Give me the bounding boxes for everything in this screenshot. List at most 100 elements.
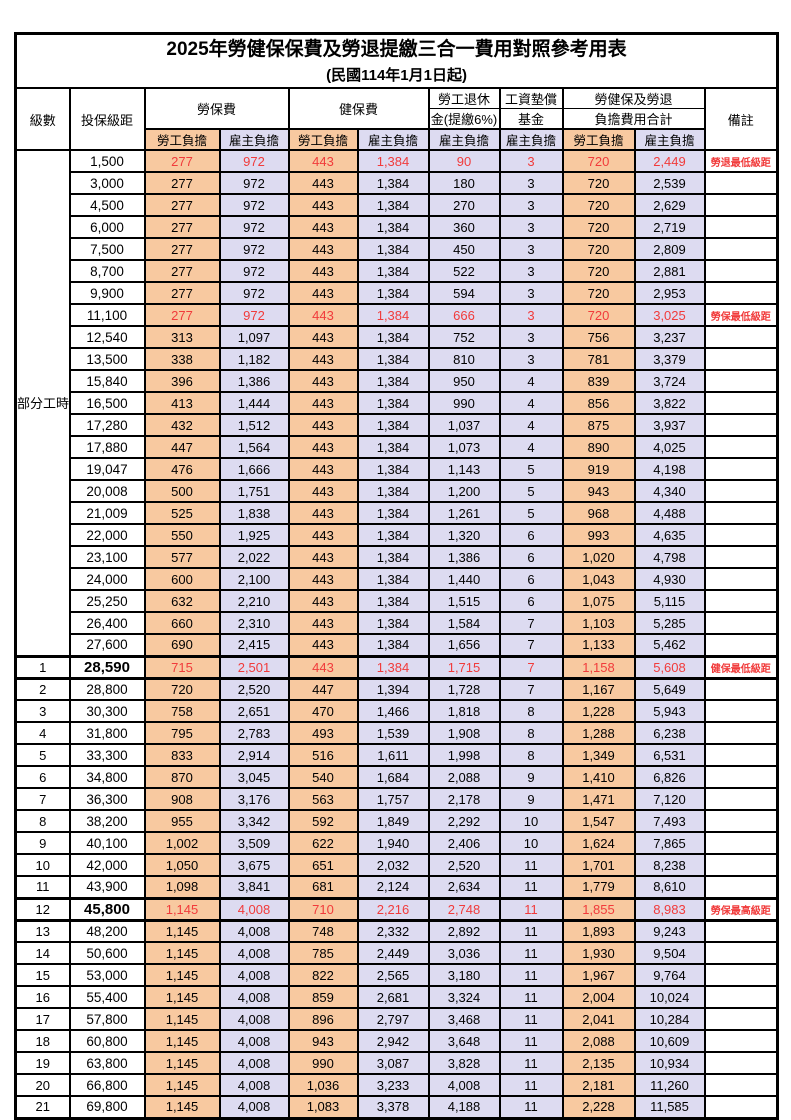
health-employee-cell: 443	[287, 413, 359, 437]
remark-cell	[703, 281, 779, 305]
pension-employer-cell: 3,324	[427, 985, 501, 1009]
labor-employee-cell: 277	[143, 281, 221, 305]
total-employee-cell: 2,181	[561, 1073, 636, 1097]
labor-employer-cell: 1,751	[218, 479, 290, 503]
wage-fund-employer-cell: 6	[498, 567, 564, 591]
table-row: 5 33,300 833 2,914 516 1,611 1,998 8 1,349 6,531	[14, 743, 779, 767]
wage-fund-employer-cell: 8	[498, 699, 564, 723]
health-employee-cell: 563	[287, 787, 359, 811]
labor-employer-cell: 2,022	[218, 545, 290, 569]
labor-employee-cell: 1,145	[143, 1095, 221, 1119]
pension-employer-cell: 450	[427, 237, 501, 261]
total-employer-cell: 10,284	[633, 1007, 706, 1031]
wage-fund-employer-cell: 11	[498, 875, 564, 899]
remark-cell	[703, 1029, 779, 1053]
pension-employer-cell: 3,468	[427, 1007, 501, 1031]
total-employee-cell: 1,410	[561, 765, 636, 789]
header-pension-line2: 金(提繳6%)	[427, 108, 501, 130]
labor-employer-cell: 4,008	[218, 1095, 290, 1119]
remark-cell	[703, 963, 779, 987]
remark-cell	[703, 325, 779, 349]
labor-employee-cell: 476	[143, 457, 221, 481]
remark-cell: 勞保最低級距	[703, 303, 779, 327]
pension-employer-cell: 2,748	[427, 896, 501, 922]
pension-employer-cell: 1,515	[427, 589, 501, 613]
subheader-health-employer: 雇主負擔	[356, 128, 430, 151]
labor-employee-cell: 577	[143, 545, 221, 569]
pension-employer-cell: 1,037	[427, 413, 501, 437]
labor-employer-cell: 2,501	[218, 654, 290, 680]
total-employee-cell: 720	[561, 281, 636, 305]
pension-employer-cell: 1,728	[427, 677, 501, 701]
header-row-1: 級數 投保級距 勞保費 健保費 勞工退休 工資墊償 勞健保及勞退 備註	[14, 87, 779, 151]
pension-employer-cell: 950	[427, 369, 501, 393]
salary-cell: 45,800	[68, 896, 146, 922]
level-cell: 16	[14, 985, 71, 1009]
part-time-cell: 部分工時	[14, 149, 71, 657]
health-employee-cell: 443	[287, 215, 359, 239]
pension-employer-cell: 3,180	[427, 963, 501, 987]
salary-cell: 1,500	[68, 149, 146, 173]
total-employee-cell: 919	[561, 457, 636, 481]
labor-employee-cell: 715	[143, 654, 221, 680]
total-employee-cell: 1,020	[561, 545, 636, 569]
total-employer-cell: 3,937	[633, 413, 706, 437]
level-cell: 1	[14, 654, 71, 680]
level-cell: 12	[14, 896, 71, 922]
total-employee-cell: 1,133	[561, 633, 636, 657]
wage-fund-employer-cell: 10	[498, 809, 564, 833]
pension-employer-cell: 666	[427, 303, 501, 327]
table-row: 17,280 432 1,512 443 1,384 1,037 4 875 3,937	[16, 413, 779, 437]
health-employer-cell: 1,384	[356, 347, 430, 371]
table-row: 19 63,800 1,145 4,008 990 3,087 3,828 11 2,135 10…	[14, 1051, 779, 1075]
wage-fund-employer-cell: 11	[498, 1051, 564, 1075]
table-row: 24,000 600 2,100 443 1,384 1,440 6 1,043 4,930	[16, 567, 779, 591]
total-employer-cell: 5,649	[633, 677, 706, 701]
total-employee-cell: 1,547	[561, 809, 636, 833]
salary-cell: 40,100	[68, 831, 146, 855]
total-employer-cell: 2,809	[633, 237, 706, 261]
table-row: 25,250 632 2,210 443 1,384 1,515 6 1,075 5,115	[16, 589, 779, 613]
table-row: 16,500 413 1,444 443 1,384 990 4 856 3,822	[16, 391, 779, 415]
health-employer-cell: 1,384	[356, 237, 430, 261]
salary-cell: 15,840	[68, 369, 146, 393]
total-employee-cell: 720	[561, 215, 636, 239]
total-employee-cell: 993	[561, 523, 636, 547]
total-employer-cell: 3,379	[633, 347, 706, 371]
wage-fund-employer-cell: 5	[498, 501, 564, 525]
labor-employee-cell: 1,145	[143, 1051, 221, 1075]
health-employee-cell: 748	[287, 919, 359, 943]
pension-employer-cell: 990	[427, 391, 501, 415]
labor-employer-cell: 972	[218, 215, 290, 239]
table-row: 2 28,800 720 2,520 447 1,394 1,728 7 1,167 5,649	[14, 677, 779, 701]
total-employer-cell: 4,635	[633, 523, 706, 547]
salary-cell: 3,000	[68, 171, 146, 195]
pension-employer-cell: 2,520	[427, 853, 501, 877]
wage-fund-employer-cell: 10	[498, 831, 564, 855]
remark-cell	[703, 193, 779, 217]
labor-employer-cell: 972	[218, 303, 290, 327]
wage-fund-employer-cell: 3	[498, 149, 564, 173]
labor-employer-cell: 2,520	[218, 677, 290, 701]
header-pension-line1: 勞工退休	[427, 87, 501, 109]
labor-employer-cell: 4,008	[218, 1029, 290, 1053]
labor-employee-cell: 447	[143, 435, 221, 459]
labor-employer-cell: 2,651	[218, 699, 290, 723]
header-labor-insurance: 勞保費	[143, 87, 290, 130]
total-employee-cell: 720	[561, 237, 636, 261]
total-employer-cell: 2,719	[633, 215, 706, 239]
total-employee-cell: 856	[561, 391, 636, 415]
labor-employer-cell: 2,783	[218, 721, 290, 745]
salary-cell: 38,200	[68, 809, 146, 833]
premium-table: 2025年勞健保保費及勞退提繳三合一費用對照參考用表 (民國114年1月1日起)…	[14, 32, 780, 1120]
table-row: 12,540 313 1,097 443 1,384 752 3 756 3,237	[16, 325, 779, 349]
total-employee-cell: 1,701	[561, 853, 636, 877]
health-employer-cell: 1,384	[356, 259, 430, 283]
level-cell: 5	[14, 743, 71, 767]
health-employee-cell: 443	[287, 479, 359, 503]
labor-employer-cell: 4,008	[218, 919, 290, 943]
labor-employer-cell: 3,841	[218, 875, 290, 899]
total-employee-cell: 720	[561, 303, 636, 327]
wage-fund-employer-cell: 3	[498, 193, 564, 217]
total-employee-cell: 720	[561, 149, 636, 173]
